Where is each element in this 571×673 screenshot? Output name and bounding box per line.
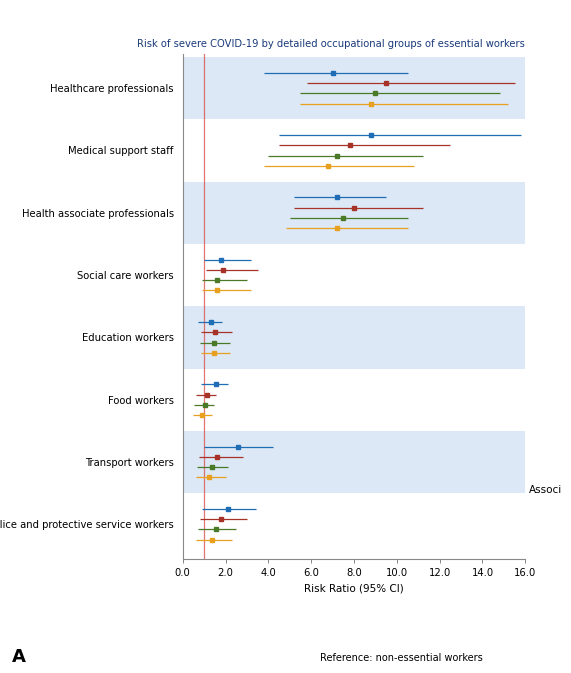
Bar — [183, 182, 525, 244]
Text: Reference: non-essential workers: Reference: non-essential workers — [320, 653, 482, 663]
Text: A: A — [11, 648, 25, 666]
Bar — [183, 306, 525, 369]
Text: Risk of severe COVID-19 by detailed occupational groups of essential workers: Risk of severe COVID-19 by detailed occu… — [138, 39, 525, 49]
Text: Associ: Associ — [529, 485, 562, 495]
Bar — [183, 57, 525, 119]
Bar — [183, 431, 525, 493]
X-axis label: Risk Ratio (95% CI): Risk Ratio (95% CI) — [304, 583, 404, 593]
